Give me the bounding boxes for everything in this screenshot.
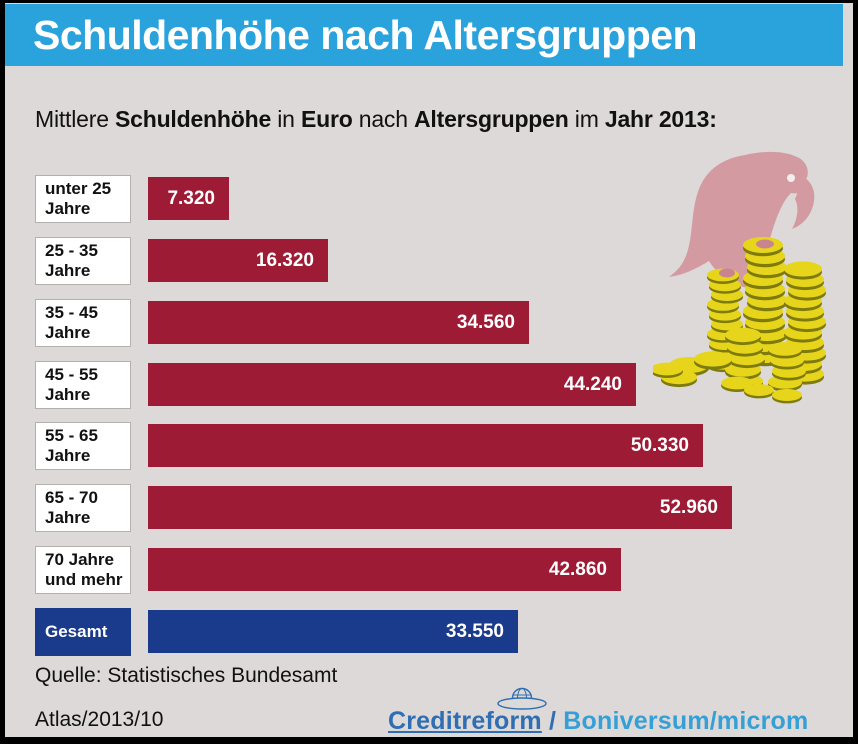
bar: 34.560 [148,301,529,344]
category-label: Jahre [45,261,91,280]
category-label: Jahre [45,508,91,527]
bar-value-label: 7.320 [167,187,215,209]
chart-row: unter 25 Jahre 7.320 [35,175,835,223]
category-label: unter 25 [45,179,112,198]
subtitle-text: im [568,106,605,132]
category-label-box: 65 - 70 Jahre [35,484,131,532]
category-label: Jahre [45,446,91,465]
category-label-box: 35 - 45 Jahre [35,299,131,347]
bar-value-label: 44.240 [563,373,622,395]
category-label-box: Gesamt [35,608,131,656]
bar: 52.960 [148,486,732,529]
source-note: Quelle: Statistisches Bundesamt [35,664,338,687]
category-label-box: 45 - 55 Jahre [35,361,131,409]
chart-row: 45 - 55 Jahre 44.240 [35,361,835,409]
category-label: und mehr [45,570,123,589]
vulture-icon [669,151,815,288]
page-title: Schuldenhöhe nach Altersgruppen [33,11,698,58]
chart-row: 35 - 45 Jahre 34.560 [35,299,835,347]
brand-logos: Creditreform / Boniversum/microm [388,687,809,736]
category-label: Jahre [45,385,91,404]
brand-name: / [541,707,564,735]
subtitle-text: Jahr 2013: [604,106,717,132]
subtitle-text: Schuldenhöhe [115,106,272,132]
bar-value-label: 42.860 [548,558,607,580]
chart-row: 70 Jahre und mehr 42.860 [35,546,835,594]
bar-value-label: 33.550 [445,620,504,642]
creditreform-globe-logo [497,687,547,710]
category-label: Jahre [45,323,91,342]
subtitle-text: Altersgruppen [414,106,569,132]
category-label-box: 25 - 35 Jahre [35,237,131,285]
category-label: 70 Jahre [45,550,114,569]
chart-row: 25 - 35 Jahre 16.320 [35,237,835,285]
vulture-coins-illustration [653,151,826,404]
subtitle-text: in [271,106,301,132]
category-label: 45 - 55 [45,365,98,384]
bar-value-label: 16.320 [255,249,314,271]
bar: 50.330 [148,424,703,467]
category-label: 55 - 65 [45,426,98,445]
category-label-box: 55 - 65 Jahre [35,422,131,470]
category-label: Gesamt [45,622,108,641]
category-label: Jahre [45,199,91,218]
bar-value-label: 34.560 [456,311,515,333]
category-label: 25 - 35 [45,241,98,260]
bar: 44.240 [148,363,636,406]
bar-value-label: 50.330 [630,434,689,456]
chart-subtitle: Mittlere Schuldenhöhe in Euro nach Alter… [35,106,717,133]
bar: 7.320 [148,177,229,220]
bar: 16.320 [148,239,328,282]
brand-name: / [709,707,717,735]
title-banner: Schuldenhöhe nach Altersgruppen [5,4,843,66]
chart-row: Gesamt 33.550 [35,608,835,656]
subtitle-text: Euro [300,106,353,132]
brand-name: microm [716,707,809,735]
category-label-box: unter 25 Jahre [35,175,131,223]
chart-row: 65 - 70 Jahre 52.960 [35,484,835,532]
subtitle-text: nach [352,106,415,132]
category-label: 35 - 45 [45,303,98,322]
bar: 33.550 [148,610,518,653]
brand-name: Creditreform [388,707,542,735]
atlas-note: Atlas/2013/10 [35,708,164,731]
vulture-feet [719,239,774,278]
category-label-box: 70 Jahre und mehr [35,546,131,594]
bar-chart: unter 25 Jahre 7.320 25 - 35 Jahre 16.320 35 -… [35,175,835,657]
chart-row: 55 - 65 Jahre 50.330 [35,422,835,470]
bar-value-label: 52.960 [659,496,718,518]
brand-name: Boniversum [563,707,710,735]
bar: 42.860 [148,548,621,591]
category-label: 65 - 70 [45,488,98,507]
coins-icon [653,237,826,404]
subtitle-text: Mittlere [35,106,115,132]
